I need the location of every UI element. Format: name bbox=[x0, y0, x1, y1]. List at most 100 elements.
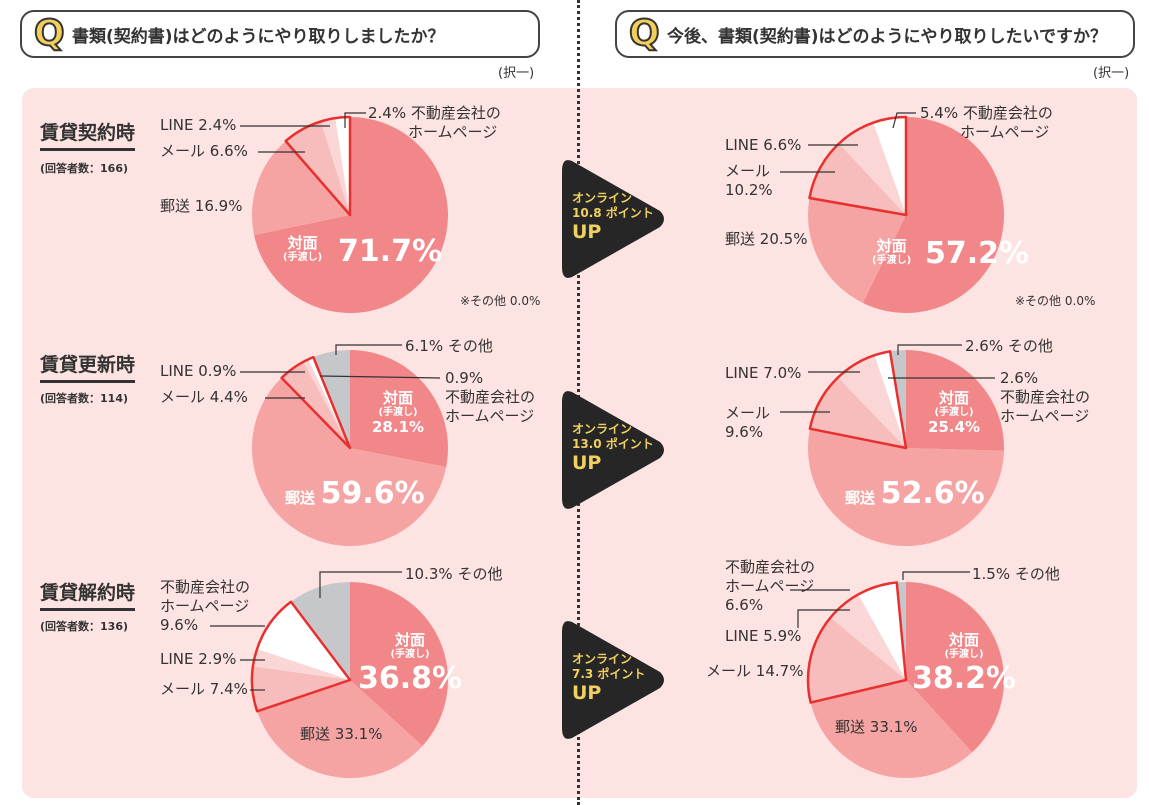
pie-chart bbox=[252, 350, 448, 546]
pie-slice-post bbox=[257, 680, 423, 778]
pie-slice-mail bbox=[281, 361, 350, 448]
pie-slice-mail bbox=[808, 617, 906, 703]
online-up-arrow: オンライン 13.0 ポイント UP bbox=[560, 388, 668, 512]
respondents: (回答者数：166) bbox=[40, 162, 129, 175]
label-face: 対面 (手渡し) 36.8% bbox=[358, 631, 463, 697]
pie-chart bbox=[808, 115, 1004, 313]
pie-slice-post bbox=[808, 197, 906, 303]
question-box-future: Q 今後、書類(契約書)はどのようにやり取りしたいですか？ bbox=[615, 10, 1135, 58]
label-post: 郵送 20.5% bbox=[725, 230, 808, 248]
question-box-past: Q 書類(契約書)はどのようにやり取りしましたか？ bbox=[20, 10, 540, 58]
label-mail: メール 4.4% bbox=[160, 388, 248, 406]
label-face: 対面 (手渡し) 28.1% bbox=[372, 389, 425, 436]
value-label: 2.6% bbox=[1000, 369, 1039, 387]
label-post: 郵送 16.9% bbox=[160, 197, 243, 215]
value-label: 33.1% bbox=[869, 718, 918, 736]
respondents: (回答者数：136) bbox=[40, 620, 129, 633]
arrow-shape bbox=[562, 160, 664, 278]
pie-slice-other bbox=[290, 582, 350, 680]
pie-slice-mail bbox=[809, 143, 906, 215]
value-label: 2.4% bbox=[368, 104, 407, 122]
pie-slice-post bbox=[252, 377, 447, 546]
respondents: (回答者数：114) bbox=[40, 392, 129, 405]
value-label: 0.9% bbox=[198, 362, 237, 380]
label-other: 1.5% その他 bbox=[972, 565, 1060, 583]
pie-slice-homepage bbox=[873, 117, 906, 215]
label-line: LINE 5.9% bbox=[725, 627, 802, 645]
pie-slice-mail bbox=[252, 666, 350, 712]
label-mail: メール 14.7% bbox=[706, 662, 804, 680]
pie-slice-face bbox=[862, 117, 1004, 313]
value-label: 6.6% bbox=[725, 596, 764, 614]
online-outline bbox=[250, 600, 352, 713]
value-label: 6.6% bbox=[209, 142, 248, 160]
online-outline bbox=[808, 350, 908, 450]
question-text: 書類(契約書)はどのようにやり取りしましたか？ bbox=[72, 26, 445, 47]
value-label: 59.6% bbox=[320, 476, 425, 511]
value-label: 33.1% bbox=[334, 725, 383, 743]
row-title: 賃貸解約時 bbox=[40, 578, 136, 611]
label-line: LINE 2.4% bbox=[160, 116, 237, 134]
value-label: 28.1% bbox=[372, 418, 425, 436]
value-label: 2.4% bbox=[198, 116, 237, 134]
label-face: 対面 (手渡し) 25.4% bbox=[928, 389, 981, 436]
pie-slice-line bbox=[303, 359, 350, 448]
label-post: 郵送 52.6% bbox=[845, 476, 985, 511]
pie-slice-post bbox=[810, 680, 973, 778]
value-label: 0.9% bbox=[445, 369, 484, 387]
value-label: 36.8% bbox=[358, 661, 463, 696]
label-homepage: 5.4% 不動産会社の ホームページ bbox=[920, 104, 1053, 141]
value-label: 2.6% bbox=[965, 337, 1004, 355]
pie-slice-homepage bbox=[335, 117, 350, 215]
label-homepage: 0.9% 不動産会社の ホームページ bbox=[445, 369, 536, 425]
pie-slice-homepage bbox=[874, 351, 906, 448]
value-label: 5.4% bbox=[920, 104, 959, 122]
label-homepage: 不動産会社の ホームページ 9.6% bbox=[160, 578, 251, 634]
select-note: (択一) bbox=[498, 66, 535, 81]
value-label: 7.4% bbox=[209, 680, 248, 698]
pie-slice-face bbox=[350, 582, 448, 747]
q-icon: Q bbox=[33, 13, 66, 55]
value-face: 57.2% bbox=[925, 236, 1030, 271]
value-label: 25.4% bbox=[928, 418, 981, 436]
label-homepage: 2.4% 不動産会社の ホームページ bbox=[368, 104, 501, 141]
label-mail: メール 6.6% bbox=[160, 142, 248, 160]
label-face: 対面 (手渡し) 38.2% bbox=[912, 631, 1017, 697]
pie-slice-mail bbox=[809, 377, 906, 448]
label-line: LINE 0.9% bbox=[160, 362, 237, 380]
other-note: ※その他 0.0% bbox=[1015, 294, 1096, 308]
pie-slice-face bbox=[350, 350, 448, 467]
label-face: 対面 (手渡し) bbox=[283, 234, 323, 264]
value-label: 52.6% bbox=[880, 476, 985, 511]
pie-slice-line bbox=[320, 118, 350, 215]
q-icon: Q bbox=[628, 13, 661, 55]
pie-chart bbox=[250, 582, 448, 778]
label-line: LINE 2.9% bbox=[160, 650, 237, 668]
value-label: 6.1% bbox=[405, 337, 444, 355]
value-face: 71.7% bbox=[338, 234, 443, 269]
online-up-arrow: オンライン 7.3 ポイント UP bbox=[560, 618, 668, 742]
value-label: 6.6% bbox=[763, 136, 802, 154]
value-label: 10.3% bbox=[405, 565, 453, 583]
value-label: 14.7% bbox=[755, 662, 804, 680]
value-label: 7.0% bbox=[763, 364, 802, 382]
value-label: 20.5% bbox=[759, 230, 808, 248]
label-other: 6.1% その他 bbox=[405, 337, 493, 355]
pie-slice-homepage bbox=[858, 582, 906, 680]
label-face: 対面 (手渡し) bbox=[872, 237, 912, 267]
label-line: LINE 6.6% bbox=[725, 136, 802, 154]
label-homepage: 2.6% 不動産会社の ホームページ bbox=[1000, 369, 1091, 425]
arrow-shape bbox=[562, 621, 664, 739]
label-post: 郵送 59.6% bbox=[285, 476, 425, 511]
label-other: 2.6% その他 bbox=[965, 337, 1053, 355]
select-note: (択一) bbox=[1093, 66, 1130, 81]
value-label: 1.5% bbox=[972, 565, 1011, 583]
pie-slice-line bbox=[837, 355, 906, 448]
label-other: 10.3% その他 bbox=[405, 565, 503, 583]
value-label: 16.9% bbox=[194, 197, 243, 215]
pie-slice-mail bbox=[285, 121, 350, 215]
row-title: 賃貸更新時 bbox=[40, 350, 136, 383]
pie-slice-line bbox=[252, 649, 350, 680]
pie-slice-line bbox=[838, 122, 906, 215]
arrow-shape bbox=[562, 391, 664, 509]
